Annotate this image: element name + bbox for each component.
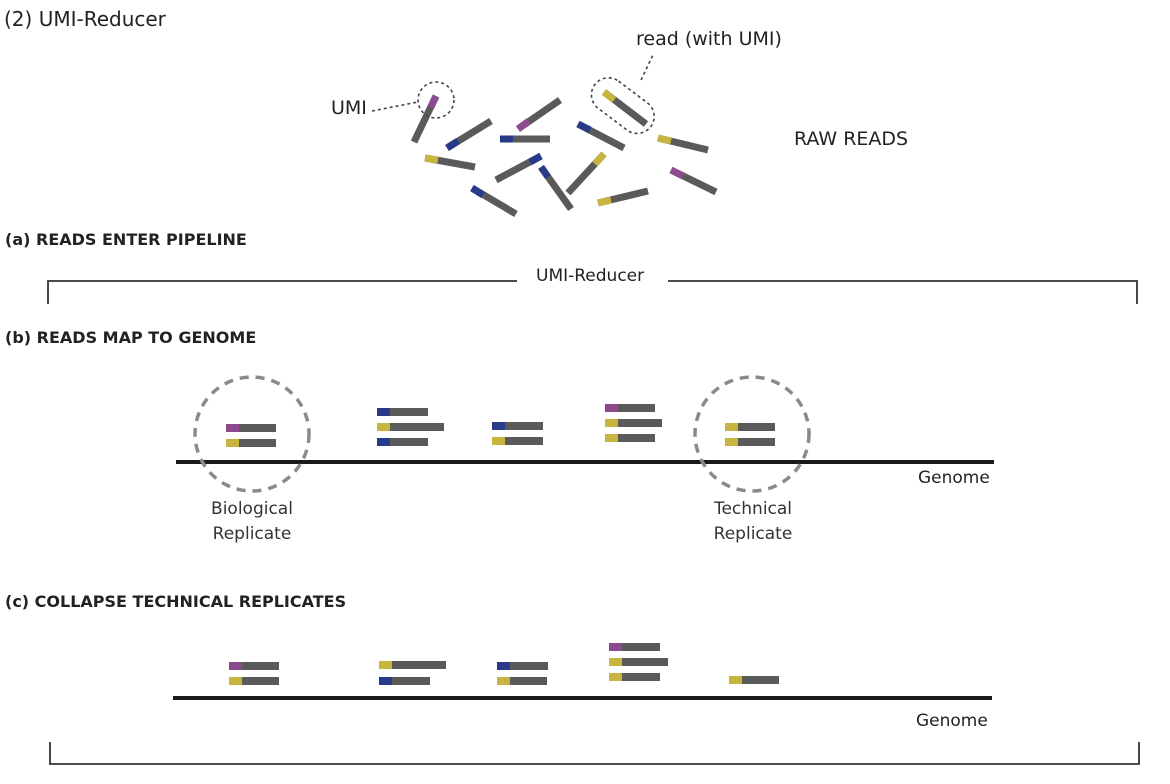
umi-segment bbox=[497, 662, 510, 670]
read-bar bbox=[609, 658, 668, 666]
read-bar bbox=[226, 424, 276, 432]
read-bar bbox=[229, 677, 279, 685]
umi-segment bbox=[609, 643, 622, 651]
umi-segment bbox=[657, 134, 672, 145]
umi-segment bbox=[725, 438, 738, 446]
read-bar bbox=[492, 437, 543, 445]
umi-segment bbox=[379, 661, 392, 669]
read-bar bbox=[725, 438, 775, 446]
umi-segment bbox=[377, 408, 390, 416]
genome-label-b: Genome bbox=[918, 468, 990, 488]
umi-callout-circle bbox=[417, 81, 455, 119]
pipeline-bracket-top bbox=[47, 280, 1138, 304]
umi-label: UMI bbox=[331, 97, 367, 119]
umi-segment bbox=[492, 422, 505, 430]
read-bar bbox=[497, 677, 547, 685]
umi-segment bbox=[605, 419, 618, 427]
umi-segment bbox=[609, 673, 622, 681]
pipeline-bracket-bottom bbox=[49, 742, 1140, 765]
umi-segment bbox=[377, 423, 390, 431]
umi-segment bbox=[592, 151, 607, 167]
read-bar bbox=[492, 422, 543, 430]
umi-segment bbox=[427, 94, 440, 109]
read-bar bbox=[725, 423, 775, 431]
technical-replicate-label: Technical Replicate bbox=[693, 497, 813, 546]
read-callout-leader bbox=[640, 54, 654, 81]
umi-segment bbox=[226, 439, 239, 447]
umi-segment bbox=[609, 658, 622, 666]
read-bar bbox=[377, 438, 428, 446]
umi-segment bbox=[605, 404, 618, 412]
read-bar bbox=[377, 423, 444, 431]
read-with-umi-label: read (with UMI) bbox=[636, 28, 782, 50]
raw-reads-label: RAW READS bbox=[794, 128, 909, 150]
mapped-reads-b bbox=[226, 404, 775, 447]
umi-segment bbox=[597, 196, 612, 207]
biological-replicate-label: Biological Replicate bbox=[192, 497, 312, 546]
read-bar bbox=[605, 434, 655, 442]
read-bar bbox=[497, 662, 548, 670]
umi-segment bbox=[445, 138, 460, 151]
umi-segment bbox=[379, 677, 392, 685]
umi-segment bbox=[424, 154, 439, 164]
umi-segment bbox=[229, 677, 242, 685]
technical-replicate-line1: Technical bbox=[713, 499, 793, 519]
genome-label-c: Genome bbox=[916, 711, 988, 731]
page-title: (2) UMI-Reducer bbox=[4, 7, 166, 31]
read-bar bbox=[609, 673, 660, 681]
umi-segment bbox=[601, 89, 617, 103]
read-bar bbox=[605, 404, 655, 412]
umi-segment bbox=[605, 434, 618, 442]
read-bar bbox=[729, 676, 779, 684]
biological-replicate-line2: Replicate bbox=[212, 523, 292, 544]
read-bar bbox=[605, 419, 662, 427]
section-c-heading: (c) COLLAPSE TECHNICAL REPLICATES bbox=[5, 592, 347, 611]
technical-replicate-line2: Replicate bbox=[713, 523, 793, 544]
section-b-heading: (b) READS MAP TO GENOME bbox=[5, 328, 257, 347]
umi-segment bbox=[725, 423, 738, 431]
read-bar bbox=[379, 661, 446, 669]
umi-callout-leader bbox=[371, 101, 419, 112]
read-bar bbox=[226, 439, 276, 447]
section-a-heading: (a) READS ENTER PIPELINE bbox=[5, 230, 247, 249]
umi-segment bbox=[515, 118, 532, 132]
technical-replicate-circle bbox=[693, 375, 811, 493]
umi-segment bbox=[226, 424, 239, 432]
read-callout-capsule bbox=[590, 76, 655, 135]
read-bar bbox=[609, 643, 660, 651]
umi-segment bbox=[576, 120, 592, 134]
raw-reads-cluster bbox=[410, 89, 718, 218]
biological-replicate-circle bbox=[193, 375, 311, 493]
read-bar bbox=[229, 662, 279, 670]
read-bar bbox=[377, 408, 428, 416]
umi-segment bbox=[497, 677, 510, 685]
umi-segment bbox=[470, 185, 485, 198]
umi-segment bbox=[492, 437, 505, 445]
umi-segment bbox=[377, 438, 390, 446]
read-bar bbox=[379, 677, 430, 685]
umi-segment bbox=[669, 166, 685, 180]
umi-segment bbox=[538, 164, 551, 180]
umi-segment bbox=[229, 662, 242, 670]
biological-replicate-line1: Biological bbox=[211, 499, 293, 519]
umi-segment bbox=[729, 676, 742, 684]
pipeline-label: UMI-Reducer bbox=[536, 266, 645, 286]
collapsed-reads-c bbox=[229, 643, 779, 685]
umi-segment bbox=[528, 152, 543, 166]
